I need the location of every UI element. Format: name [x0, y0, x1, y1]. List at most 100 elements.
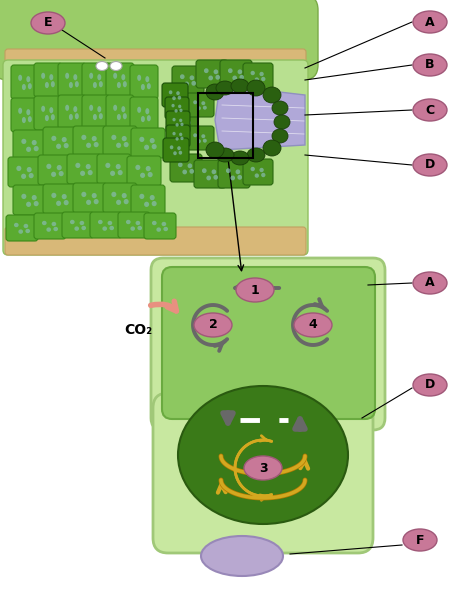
FancyBboxPatch shape: [6, 215, 38, 241]
Ellipse shape: [176, 123, 179, 127]
FancyBboxPatch shape: [8, 157, 42, 187]
Ellipse shape: [28, 116, 32, 122]
Text: 1: 1: [250, 283, 259, 296]
FancyBboxPatch shape: [163, 138, 189, 162]
Ellipse shape: [202, 168, 207, 173]
Ellipse shape: [171, 104, 175, 107]
FancyBboxPatch shape: [118, 212, 150, 238]
Ellipse shape: [237, 175, 242, 180]
FancyBboxPatch shape: [13, 185, 47, 215]
Ellipse shape: [144, 145, 149, 150]
Ellipse shape: [42, 221, 47, 225]
Ellipse shape: [59, 171, 64, 176]
Ellipse shape: [137, 75, 141, 81]
Ellipse shape: [96, 61, 108, 70]
Ellipse shape: [74, 226, 79, 231]
Ellipse shape: [93, 82, 97, 88]
Ellipse shape: [18, 75, 22, 81]
FancyBboxPatch shape: [165, 97, 189, 119]
Ellipse shape: [179, 109, 182, 112]
Ellipse shape: [179, 119, 182, 122]
Ellipse shape: [79, 221, 84, 225]
FancyBboxPatch shape: [38, 155, 72, 185]
Ellipse shape: [64, 200, 69, 205]
Ellipse shape: [41, 106, 45, 112]
FancyBboxPatch shape: [103, 126, 137, 156]
Ellipse shape: [122, 74, 125, 80]
Ellipse shape: [201, 134, 205, 138]
FancyBboxPatch shape: [220, 60, 252, 88]
Ellipse shape: [180, 137, 183, 140]
Ellipse shape: [140, 194, 144, 199]
Ellipse shape: [177, 146, 181, 150]
Ellipse shape: [177, 96, 181, 100]
Ellipse shape: [247, 148, 265, 162]
Ellipse shape: [22, 84, 26, 90]
Ellipse shape: [45, 115, 49, 121]
Ellipse shape: [116, 143, 121, 148]
FancyBboxPatch shape: [82, 63, 110, 97]
Ellipse shape: [213, 70, 218, 74]
FancyBboxPatch shape: [62, 212, 94, 238]
Ellipse shape: [91, 193, 97, 198]
FancyBboxPatch shape: [67, 154, 101, 184]
Ellipse shape: [203, 106, 207, 110]
FancyBboxPatch shape: [34, 96, 62, 130]
Ellipse shape: [99, 113, 103, 119]
FancyBboxPatch shape: [106, 95, 134, 129]
Ellipse shape: [113, 73, 117, 79]
Text: B: B: [425, 58, 435, 71]
Ellipse shape: [73, 74, 77, 80]
FancyBboxPatch shape: [13, 130, 47, 160]
FancyBboxPatch shape: [106, 63, 134, 97]
Ellipse shape: [49, 107, 53, 113]
Ellipse shape: [21, 139, 26, 144]
Ellipse shape: [130, 226, 135, 231]
FancyBboxPatch shape: [73, 126, 107, 156]
Ellipse shape: [236, 278, 274, 302]
Ellipse shape: [89, 73, 93, 79]
Ellipse shape: [75, 163, 80, 168]
Ellipse shape: [81, 135, 86, 140]
Ellipse shape: [34, 201, 39, 206]
Ellipse shape: [116, 164, 121, 169]
Ellipse shape: [80, 170, 85, 176]
Ellipse shape: [203, 139, 207, 143]
FancyBboxPatch shape: [130, 97, 158, 131]
Ellipse shape: [180, 74, 185, 79]
FancyBboxPatch shape: [43, 184, 77, 214]
Ellipse shape: [239, 75, 244, 80]
Ellipse shape: [152, 201, 157, 206]
FancyBboxPatch shape: [151, 258, 385, 430]
Ellipse shape: [147, 83, 151, 89]
Ellipse shape: [98, 220, 103, 224]
Ellipse shape: [21, 194, 26, 199]
Ellipse shape: [169, 91, 172, 94]
Ellipse shape: [62, 137, 67, 142]
Polygon shape: [215, 85, 305, 150]
Ellipse shape: [247, 80, 265, 96]
Ellipse shape: [46, 227, 51, 232]
Ellipse shape: [189, 76, 194, 80]
Ellipse shape: [191, 81, 196, 86]
Ellipse shape: [274, 115, 290, 129]
FancyBboxPatch shape: [166, 111, 190, 133]
Ellipse shape: [150, 195, 155, 200]
Ellipse shape: [206, 84, 224, 100]
Ellipse shape: [237, 70, 242, 74]
Text: 2: 2: [209, 319, 218, 331]
Ellipse shape: [150, 138, 155, 143]
Ellipse shape: [51, 114, 55, 120]
Ellipse shape: [54, 227, 58, 231]
Ellipse shape: [22, 117, 26, 123]
Ellipse shape: [193, 100, 197, 104]
FancyBboxPatch shape: [130, 65, 158, 99]
Ellipse shape: [231, 151, 249, 165]
Ellipse shape: [152, 144, 157, 149]
Ellipse shape: [46, 164, 51, 169]
Ellipse shape: [57, 165, 62, 170]
Ellipse shape: [117, 82, 121, 88]
Ellipse shape: [164, 227, 168, 231]
Ellipse shape: [64, 143, 69, 148]
Ellipse shape: [231, 79, 249, 93]
